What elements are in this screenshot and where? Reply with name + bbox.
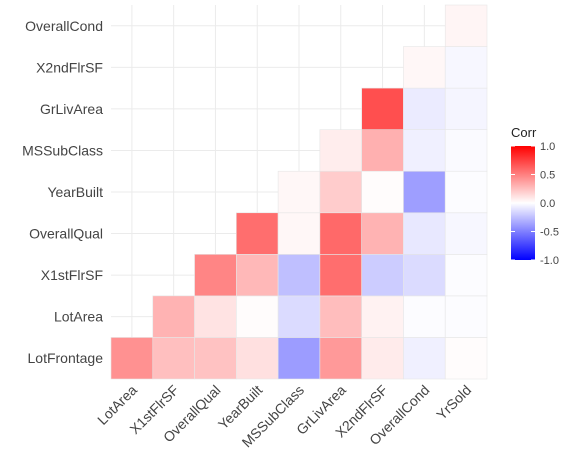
legend-title: Corr bbox=[511, 125, 537, 140]
heatmap-cell bbox=[194, 295, 237, 338]
heatmap-cell bbox=[236, 295, 279, 338]
y-tick-label: X2ndFlrSF bbox=[36, 59, 103, 75]
heatmap-cell bbox=[277, 212, 321, 255]
heatmap-cell bbox=[361, 254, 404, 297]
heatmap-cell bbox=[319, 170, 362, 214]
heatmap-cell bbox=[152, 295, 195, 338]
heatmap-cell bbox=[444, 254, 488, 297]
heatmap-cell bbox=[319, 254, 362, 297]
heatmap-cell bbox=[361, 129, 404, 172]
heatmap-cell bbox=[444, 170, 488, 214]
heatmap-cell bbox=[194, 337, 237, 380]
heatmap-cell bbox=[403, 295, 446, 338]
heatmap-cell bbox=[110, 337, 154, 380]
heatmap-cell bbox=[194, 254, 237, 297]
heatmap-cell bbox=[319, 295, 362, 338]
heatmap-cell bbox=[444, 295, 488, 338]
heatmap-cell bbox=[236, 212, 279, 255]
heatmap-cell bbox=[403, 337, 446, 380]
heatmap-cells bbox=[110, 4, 488, 380]
heatmap-cell bbox=[277, 170, 321, 214]
y-tick-label: MSSubClass bbox=[22, 142, 103, 158]
heatmap-cell bbox=[444, 129, 488, 172]
heatmap-cell bbox=[319, 212, 362, 255]
legend-tick-label: 0.5 bbox=[540, 170, 555, 182]
heatmap-cell bbox=[361, 337, 404, 380]
y-tick-label: GrLivArea bbox=[40, 101, 103, 117]
heatmap-cell bbox=[277, 254, 321, 297]
y-tick-label: LotArea bbox=[54, 309, 103, 325]
legend-tick-label: -1.0 bbox=[540, 255, 559, 267]
heatmap-cell bbox=[403, 46, 446, 89]
heatmap-cell bbox=[361, 212, 404, 255]
y-axis-tick-labels: LotFrontage LotArea X1stFlrSF OverallQual Ye… bbox=[22, 18, 103, 366]
heatmap-cell bbox=[444, 212, 488, 255]
heatmap-cell bbox=[361, 170, 404, 214]
legend-tick-label: 0.0 bbox=[540, 198, 555, 210]
heatmap-cell bbox=[444, 46, 488, 89]
heatmap-cell bbox=[236, 337, 279, 380]
heatmap-cell bbox=[444, 87, 488, 130]
heatmap-cell bbox=[361, 295, 404, 338]
y-tick-label: YearBuilt bbox=[47, 184, 103, 200]
legend: Corr 1.0 0.5 0.0 -0.5 -1.0 bbox=[511, 125, 559, 267]
heatmap-cell bbox=[444, 4, 488, 47]
legend-ticks: 1.0 0.5 0.0 -0.5 -1.0 bbox=[511, 141, 559, 267]
y-tick-label: OverallCond bbox=[25, 18, 103, 34]
y-tick-label: OverallQual bbox=[29, 226, 103, 242]
heatmap-cell bbox=[361, 87, 404, 130]
heatmap-cell bbox=[152, 337, 195, 380]
heatmap-cell bbox=[444, 337, 488, 380]
heatmap-cell bbox=[319, 337, 362, 380]
heatmap-cell bbox=[403, 87, 446, 130]
heatmap-cell bbox=[236, 254, 279, 297]
heatmap-cell bbox=[403, 212, 446, 255]
heatmap-cell bbox=[403, 170, 446, 214]
legend-tick-label: -0.5 bbox=[540, 227, 559, 239]
heatmap-cell bbox=[319, 129, 362, 172]
heatmap-cell bbox=[403, 129, 446, 172]
heatmap-cell bbox=[403, 254, 446, 297]
y-tick-label: LotFrontage bbox=[28, 350, 104, 366]
heatmap-cell bbox=[277, 295, 321, 338]
legend-tick-label: 1.0 bbox=[540, 141, 555, 153]
heatmap-cell bbox=[277, 337, 321, 380]
y-tick-label: X1stFlrSF bbox=[41, 267, 103, 283]
